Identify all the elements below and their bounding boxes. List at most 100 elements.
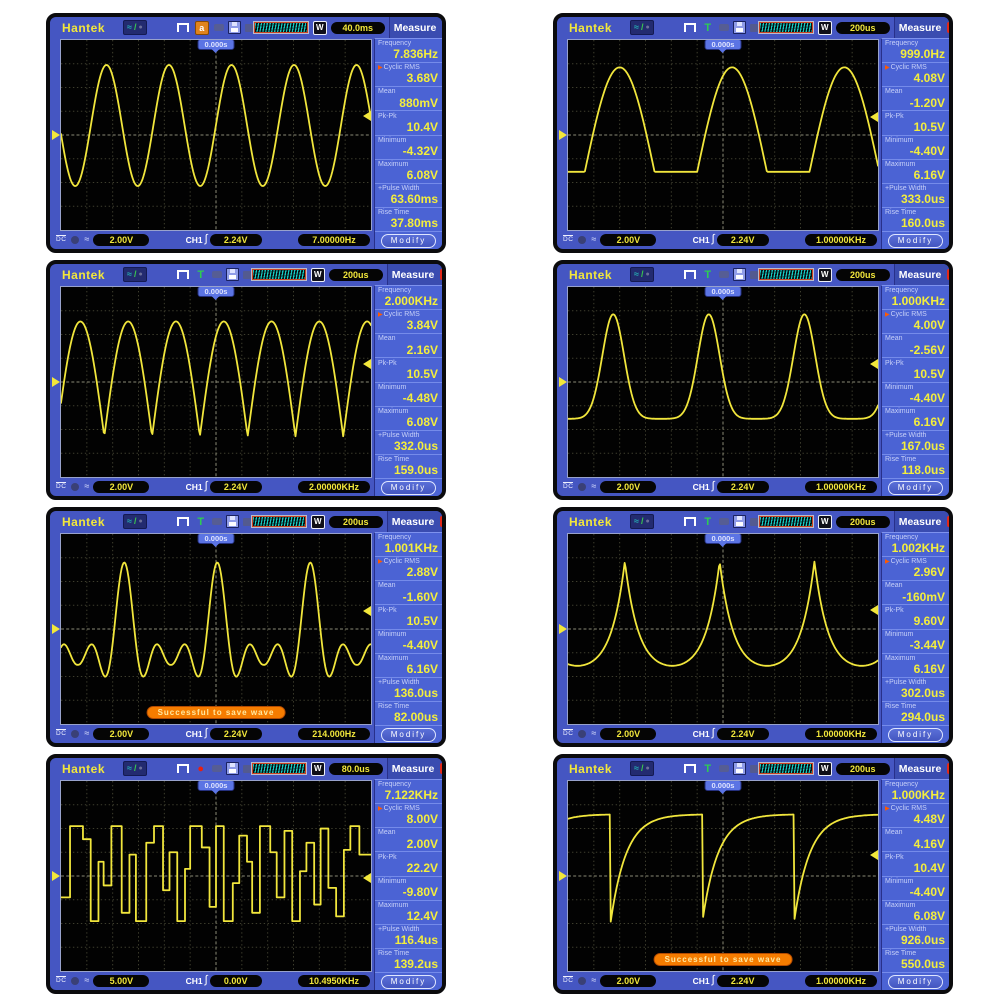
measure-item[interactable]: ▶Minimum -4.48V <box>375 383 442 407</box>
channel-ground-marker-icon[interactable] <box>559 623 567 634</box>
measure-item[interactable]: ▶Rise Time 550.0us <box>882 949 949 973</box>
measure-item[interactable]: ▶Mean 4.16V <box>882 828 949 853</box>
trigger-level-marker-icon[interactable] <box>363 358 371 369</box>
measure-item[interactable]: ▶Maximum 6.16V <box>882 407 949 431</box>
trigger-level-marker-icon[interactable] <box>870 111 878 122</box>
close-icon[interactable]: × <box>946 269 949 280</box>
measure-item[interactable]: ▶Cyclic RMS 4.48V <box>882 804 949 829</box>
trigger-level-marker-icon[interactable] <box>363 110 371 121</box>
modify-button[interactable]: Modify <box>380 727 437 742</box>
close-icon[interactable]: × <box>946 516 949 527</box>
close-icon[interactable]: × <box>441 22 442 33</box>
trigger-level-marker-icon[interactable] <box>870 850 878 861</box>
measure-item[interactable]: ▶+Pulse Width 63.60ms <box>375 184 442 208</box>
close-icon[interactable]: × <box>946 22 949 33</box>
modify-button[interactable]: Modify <box>380 974 437 989</box>
modify-button[interactable]: Modify <box>887 974 944 989</box>
measure-item[interactable]: ▶Maximum 6.08V <box>375 407 442 431</box>
close-icon[interactable]: × <box>946 763 949 774</box>
measure-item[interactable]: ▶Mean 2.16V <box>375 334 442 359</box>
trigger-time-offset[interactable]: 0.000s <box>704 287 742 297</box>
measure-item[interactable]: ▶Minimum -4.40V <box>882 383 949 407</box>
measure-item[interactable]: ▶Frequency 7.836Hz <box>375 39 442 64</box>
save-icon[interactable] <box>225 268 239 281</box>
measure-item[interactable]: ▶Cyclic RMS 4.00V <box>882 310 949 335</box>
measure-item[interactable]: ▶Cyclic RMS 4.08V <box>882 63 949 88</box>
measure-item[interactable]: ▶Pk-Pk 10.4V <box>882 852 949 877</box>
save-icon[interactable] <box>732 21 746 34</box>
measure-item[interactable]: ▶+Pulse Width 333.0us <box>882 184 949 208</box>
measure-item[interactable]: ▶Mean -1.20V <box>882 87 949 112</box>
measure-item[interactable]: ▶Frequency 7.122KHz <box>375 780 442 805</box>
measure-item[interactable]: ▶Pk-Pk 10.5V <box>375 605 442 630</box>
trigger-time-offset[interactable]: 0.000s <box>197 781 235 791</box>
measure-item[interactable]: ▶Frequency 2.000KHz <box>375 286 442 311</box>
measure-item[interactable]: ▶Pk-Pk 10.5V <box>882 358 949 383</box>
measure-item[interactable]: ▶+Pulse Width 116.4us <box>375 925 442 949</box>
measure-item[interactable]: ▶+Pulse Width 926.0us <box>882 925 949 949</box>
modify-button[interactable]: Modify <box>380 480 437 495</box>
measure-item[interactable]: ▶Cyclic RMS 2.96V <box>882 557 949 582</box>
trigger-time-offset[interactable]: 0.000s <box>704 40 742 50</box>
trigger-time-offset[interactable]: 0.000s <box>197 534 235 544</box>
channel-ground-marker-icon[interactable] <box>52 129 60 140</box>
measure-item[interactable]: ▶Minimum -4.32V <box>375 136 442 160</box>
measure-item[interactable]: ▶+Pulse Width 302.0us <box>882 678 949 702</box>
measure-item[interactable]: ▶Minimum -4.40V <box>882 877 949 901</box>
trigger-time-offset[interactable]: 0.000s <box>197 40 235 50</box>
save-icon[interactable] <box>227 21 241 34</box>
measure-item[interactable]: ▶Rise Time 159.0us <box>375 455 442 479</box>
close-icon[interactable]: × <box>439 516 442 527</box>
measure-item[interactable]: ▶Minimum -4.40V <box>375 630 442 654</box>
measure-item[interactable]: ▶Minimum -3.44V <box>882 630 949 654</box>
channel-ground-marker-icon[interactable] <box>52 623 60 634</box>
trigger-time-offset[interactable]: 0.000s <box>704 781 742 791</box>
channel-ground-marker-icon[interactable] <box>559 376 567 387</box>
save-icon[interactable] <box>732 515 746 528</box>
save-icon[interactable] <box>732 762 746 775</box>
modify-button[interactable]: Modify <box>887 233 944 248</box>
save-icon[interactable] <box>732 268 746 281</box>
measure-item[interactable]: ▶Minimum -4.40V <box>882 136 949 160</box>
measure-item[interactable]: ▶Rise Time 37.80ms <box>375 208 442 232</box>
modify-button[interactable]: Modify <box>887 727 944 742</box>
measure-item[interactable]: ▶Mean -160mV <box>882 581 949 606</box>
measure-item[interactable]: ▶Maximum 6.16V <box>375 654 442 678</box>
trigger-time-offset[interactable]: 0.000s <box>704 534 742 544</box>
measure-item[interactable]: ▶Rise Time 139.2us <box>375 949 442 973</box>
measure-item[interactable]: ▶Pk-Pk 10.4V <box>375 111 442 136</box>
measure-item[interactable]: ▶+Pulse Width 136.0us <box>375 678 442 702</box>
measure-item[interactable]: ▶+Pulse Width 332.0us <box>375 431 442 455</box>
measure-item[interactable]: ▶Rise Time 82.00us <box>375 702 442 726</box>
close-icon[interactable]: × <box>439 269 442 280</box>
channel-ground-marker-icon[interactable] <box>559 870 567 881</box>
measure-item[interactable]: ▶Maximum 6.16V <box>882 160 949 184</box>
modify-button[interactable]: Modify <box>887 480 944 495</box>
measure-item[interactable]: ▶Maximum 6.16V <box>882 654 949 678</box>
trigger-level-marker-icon[interactable] <box>870 604 878 615</box>
measure-item[interactable]: ▶Mean 2.00V <box>375 828 442 853</box>
measure-item[interactable]: ▶Frequency 1.001KHz <box>375 533 442 558</box>
trigger-level-marker-icon[interactable] <box>363 873 371 883</box>
save-icon[interactable] <box>225 762 239 775</box>
measure-item[interactable]: ▶Rise Time 294.0us <box>882 702 949 726</box>
save-icon[interactable] <box>225 515 239 528</box>
channel-ground-marker-icon[interactable] <box>52 870 60 881</box>
measure-item[interactable]: ▶Maximum 12.4V <box>375 901 442 925</box>
measure-item[interactable]: ▶Cyclic RMS 8.00V <box>375 804 442 829</box>
measure-item[interactable]: ▶Mean -1.60V <box>375 581 442 606</box>
channel-ground-marker-icon[interactable] <box>559 129 567 140</box>
trigger-level-marker-icon[interactable] <box>363 605 371 616</box>
channel-ground-marker-icon[interactable] <box>52 376 60 387</box>
measure-item[interactable]: ▶+Pulse Width 167.0us <box>882 431 949 455</box>
measure-item[interactable]: ▶Pk-Pk 22.2V <box>375 852 442 877</box>
trigger-time-offset[interactable]: 0.000s <box>197 287 235 297</box>
measure-item[interactable]: ▶Mean 880mV <box>375 87 442 112</box>
measure-item[interactable]: ▶Frequency 999.0Hz <box>882 39 949 64</box>
measure-item[interactable]: ▶Minimum -9.80V <box>375 877 442 901</box>
measure-item[interactable]: ▶Frequency 1.000KHz <box>882 780 949 805</box>
measure-item[interactable]: ▶Rise Time 160.0us <box>882 208 949 232</box>
measure-item[interactable]: ▶Rise Time 118.0us <box>882 455 949 479</box>
modify-button[interactable]: Modify <box>380 233 437 248</box>
measure-item[interactable]: ▶Maximum 6.08V <box>375 160 442 184</box>
